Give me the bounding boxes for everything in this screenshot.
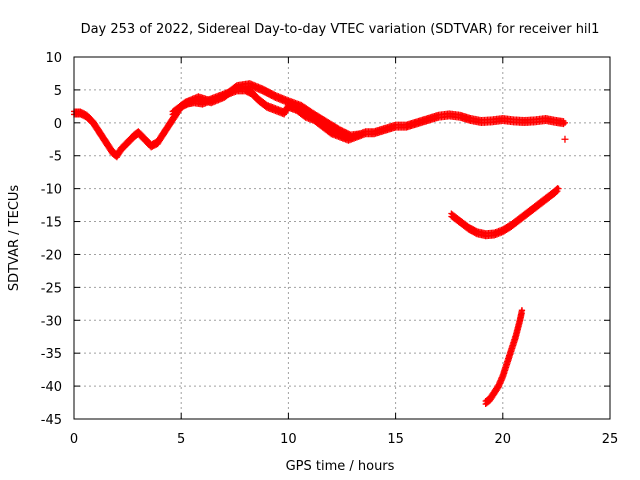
x-tick-label: 25 xyxy=(602,432,619,447)
x-tick-label: 0 xyxy=(70,432,78,447)
data-point xyxy=(561,135,569,143)
x-tick-label: 5 xyxy=(177,432,185,447)
plot-frame xyxy=(73,56,611,420)
series-steep-segment xyxy=(482,307,526,408)
x-axis-label: GPS time / hours xyxy=(286,459,395,474)
y-tick-label: -15 xyxy=(41,216,62,231)
axis-ticks: 0 5 10 15 20 25 10 5 0 -5 -10 -15 -20 -25 -30 -35 -40 -45 xyxy=(41,51,619,447)
y-tick-label: 5 xyxy=(54,84,62,99)
y-tick-label: -35 xyxy=(41,347,62,362)
y-tick-label: -20 xyxy=(41,248,62,263)
series-outlier xyxy=(561,135,569,143)
data-point xyxy=(553,189,560,196)
data-point xyxy=(519,307,526,314)
y-tick-label: -10 xyxy=(41,183,62,198)
x-tick-label: 15 xyxy=(387,432,404,447)
y-tick-label: -30 xyxy=(41,314,62,329)
data-points xyxy=(71,80,569,408)
chart-title: Day 253 of 2022, Sidereal Day-to-day VTE… xyxy=(81,22,600,37)
y-tick-label: -5 xyxy=(49,150,62,165)
y-axis-label: SDTVAR / TECUs xyxy=(7,185,22,292)
y-tick-label: -40 xyxy=(41,380,62,395)
x-tick-label: 10 xyxy=(280,432,297,447)
y-tick-label: 10 xyxy=(45,51,62,66)
data-point xyxy=(358,131,365,138)
series-secondary-band xyxy=(169,80,365,141)
series-arc xyxy=(448,185,562,240)
y-tick-label: -45 xyxy=(41,413,62,428)
data-point xyxy=(561,119,568,126)
y-tick-label: -25 xyxy=(41,281,62,296)
x-tick-label: 20 xyxy=(495,432,512,447)
y-tick-label: 0 xyxy=(54,117,62,132)
data-point xyxy=(555,185,562,192)
